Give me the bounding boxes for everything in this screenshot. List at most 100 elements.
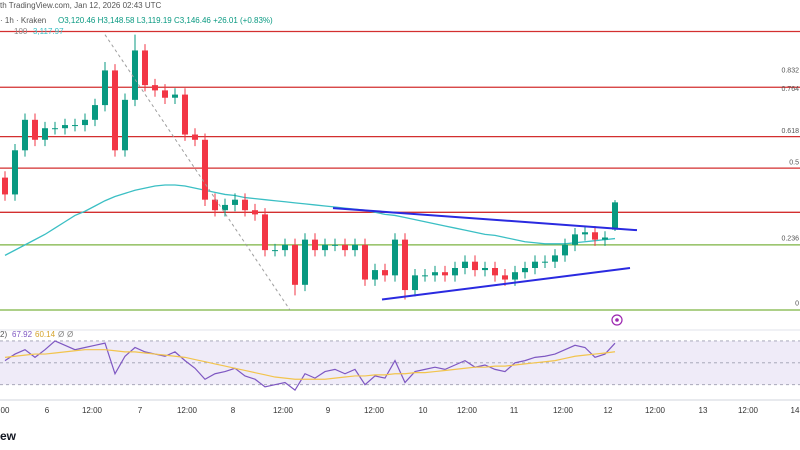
candle-body [562,244,568,256]
candle-body [582,232,588,235]
candle-body [42,128,48,140]
candle-body [442,272,448,276]
x-tick-label: 12 [604,406,613,415]
rsi-value: 67.92 [12,330,33,339]
candle-body [282,244,288,251]
candle-body [212,199,218,211]
x-tick-label: 9 [326,406,331,415]
x-tick-label: 6 [45,406,50,415]
x-tick-label: 12:00 [645,406,666,415]
fib-label: 0.5 [789,160,799,167]
candle-body [142,50,148,86]
rsi-extra: Ø [58,330,64,339]
candle-body [422,275,428,277]
fib-label: 0 [795,301,799,308]
candle-body [242,199,248,211]
candle-body [382,270,388,276]
candle-body [552,255,558,262]
candle-body [472,261,478,271]
candle-body [62,125,68,129]
candle-body [152,85,158,91]
candle-body [332,244,338,246]
panes: 0.832 0.764 0.618 0.5 0.236 0 [0,30,800,392]
ohlc-text: O3,120.46 H3,148.58 L3,119.19 C3,146.46 … [58,16,273,25]
x-tick-label: 12:00 [738,406,759,415]
candle-body [542,261,548,263]
candle-body [232,199,238,205]
candle-body [402,239,408,291]
x-tick-label: 12:00 [364,406,385,415]
candle-body [572,234,578,245]
fib-label: 0.618 [781,128,799,135]
x-tick-label: 11 [510,406,519,415]
ma-label: 100 [14,27,28,36]
ma-value: 3,117.97 [33,27,64,36]
x-tick-label: 12:00 [273,406,294,415]
candle-body [482,267,488,271]
candle-body [312,239,318,251]
trendline [381,267,631,301]
x-tick-label: 13 [699,406,708,415]
moving-average [4,184,616,256]
candle-body [202,139,208,200]
candle-body [452,267,458,276]
x-tick-label: 12:00 [177,406,198,415]
candle-body [22,119,28,151]
candle-body [262,214,268,251]
candle-body [72,125,78,127]
candle-body [352,244,358,251]
fib-label: 0.236 [781,235,799,242]
candle-body [52,128,58,130]
candle-body [102,70,108,106]
rsi-line [4,340,616,392]
candle-body [302,239,308,285]
candle-body [252,210,258,215]
x-tick-label: 14 [791,406,800,415]
rsi-label: 2) [0,330,7,339]
candle-body [592,232,598,240]
candle-body [172,94,178,98]
candle-body [112,70,118,151]
candle-body [82,119,88,126]
x-tick-label: 00 [1,406,10,415]
candle-body [92,105,98,120]
candle-body [612,202,618,230]
candle-body [182,94,188,135]
candle-body [192,134,198,140]
x-tick-label: 12:00 [553,406,574,415]
candle-body [292,244,298,285]
candle-body [532,261,538,268]
x-tick-label: 8 [231,406,236,415]
candle-body [122,99,128,151]
candle-body [392,239,398,276]
candle-body [502,275,508,280]
candle-body [362,244,368,280]
candle-body [492,267,498,276]
candle-body [522,267,528,273]
x-tick-label: 12:00 [82,406,103,415]
x-tick-label: 10 [419,406,428,415]
candle-body [512,272,518,280]
trendline [332,207,638,232]
candle-body [462,261,468,268]
event-marker-dot [615,318,619,322]
candle-body [162,90,168,98]
symbol-text: · 1h · Kraken [0,16,46,25]
rsi-ma-value: 60.14 [35,330,56,339]
rsi-extra: Ø [67,330,73,339]
source-text: th TradingView.com, Jan 12, 2026 02:43 U… [0,1,162,10]
candle-body [132,50,138,100]
x-tick-label: 7 [138,406,143,415]
candle-body [432,272,438,276]
candle-body [222,204,228,211]
candle-body [2,177,8,195]
candle-body [412,275,418,291]
fib-label: 0.764 [781,86,799,93]
x-tick-label: 12:00 [457,406,478,415]
fib-label: 0.832 [781,67,799,74]
candle-body [342,244,348,251]
rsi-line [4,349,616,380]
candle-body [12,150,18,195]
candle-body [32,119,38,140]
